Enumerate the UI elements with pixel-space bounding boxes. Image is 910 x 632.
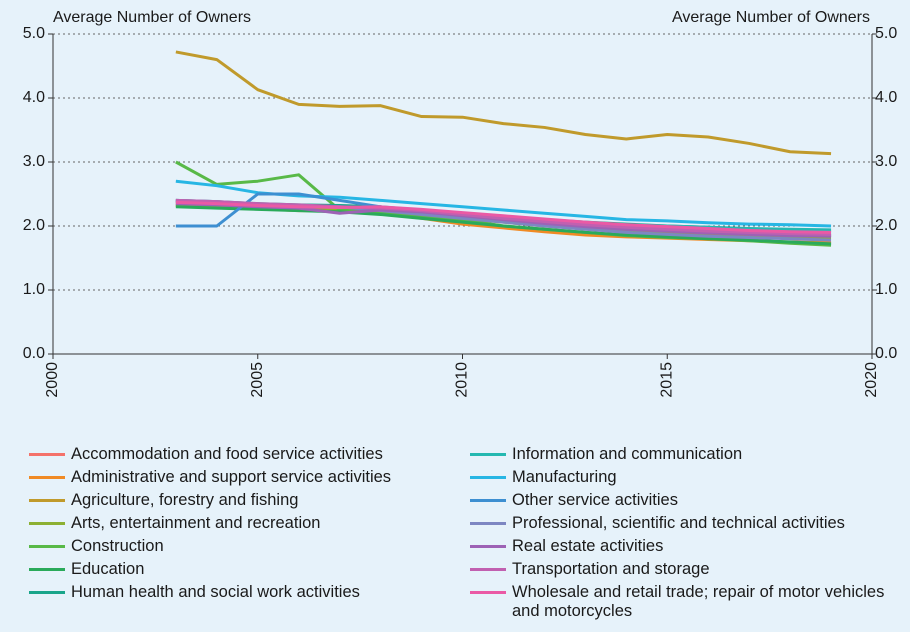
legend-swatch <box>29 476 65 479</box>
legend-item: Human health and social work activities <box>29 583 461 602</box>
legend-item: Accommodation and food service activitie… <box>29 445 461 464</box>
y2-axis-title: Average Number of Owners <box>672 9 870 26</box>
legend-item: Other service activities <box>470 491 902 510</box>
series-line <box>175 205 832 246</box>
legend-item: Administrative and support service activ… <box>29 468 461 487</box>
y-tick-label: 0.0 <box>23 345 45 362</box>
legend-label: Agriculture, forestry and fishing <box>71 491 299 509</box>
y2-tick-label: 4.0 <box>875 89 897 106</box>
y2-tick-label: 2.0 <box>875 217 897 234</box>
legend-label: Information and communication <box>512 445 743 463</box>
y2-tick-label: 1.0 <box>875 281 897 298</box>
legend-label: Wholesale and retail trade; repair of mo… <box>512 583 885 620</box>
legend-swatch <box>470 499 506 502</box>
legend-swatch <box>29 522 65 525</box>
plot: Average Number of Owners Average Number … <box>23 9 898 398</box>
legend-item: Wholesale and retail trade; repair of mo… <box>470 583 902 621</box>
x-tick-label: 2020 <box>863 362 880 398</box>
legend-label: Arts, entertainment and recreation <box>71 514 321 532</box>
legend-item: Manufacturing <box>470 468 902 487</box>
x-tick-label: 2015 <box>658 362 675 398</box>
legend-item: Construction <box>29 537 461 556</box>
legend-item: Transportation and storage <box>470 560 902 579</box>
legend-swatch <box>29 591 65 594</box>
legend-label: Construction <box>71 537 164 555</box>
y-tick-label: 2.0 <box>23 217 45 234</box>
y-axis-title: Average Number of Owners <box>53 9 251 26</box>
x-tick-label: 2000 <box>44 362 61 398</box>
legend-label: Human health and social work activities <box>71 583 360 601</box>
legend-swatch <box>29 568 65 571</box>
legend-swatch <box>29 453 65 456</box>
legend-item: Arts, entertainment and recreation <box>29 514 461 533</box>
legend-item: Professional, scientific and technical a… <box>470 514 902 533</box>
legend-item: Education <box>29 560 461 579</box>
legend-label: Transportation and storage <box>512 560 710 578</box>
legend-swatch <box>29 545 65 548</box>
legend-swatch <box>470 453 506 456</box>
legend-swatch <box>470 568 506 571</box>
legend-label: Professional, scientific and technical a… <box>512 514 845 532</box>
legend-label: Other service activities <box>512 491 678 509</box>
legend-swatch <box>470 476 506 479</box>
y-tick-label: 1.0 <box>23 281 45 298</box>
legend-item: Agriculture, forestry and fishing <box>29 491 461 510</box>
y2-tick-label: 5.0 <box>875 25 897 42</box>
legend-label: Real estate activities <box>512 537 664 555</box>
legend-swatch <box>470 522 506 525</box>
legend-label: Education <box>71 560 145 578</box>
legend-item: Real estate activities <box>470 537 902 556</box>
y-tick-label: 4.0 <box>23 89 45 106</box>
series-line <box>175 50 832 156</box>
legend-item: Information and communication <box>470 445 902 464</box>
x-tick-label: 2005 <box>249 362 266 398</box>
y2-tick-label: 0.0 <box>875 345 897 362</box>
legend-swatch <box>470 545 506 548</box>
legend-label: Accommodation and food service activitie… <box>71 445 383 463</box>
legend-swatch <box>470 591 506 594</box>
series-line <box>175 198 832 236</box>
x-tick-label: 2010 <box>454 362 471 398</box>
series-line <box>175 200 832 234</box>
y2-tick-label: 3.0 <box>875 153 897 170</box>
y-tick-label: 5.0 <box>23 25 45 42</box>
legend-label: Manufacturing <box>512 468 617 486</box>
y-tick-label: 3.0 <box>23 153 45 170</box>
legend-label: Administrative and support service activ… <box>71 468 392 486</box>
legend-swatch <box>29 499 65 502</box>
